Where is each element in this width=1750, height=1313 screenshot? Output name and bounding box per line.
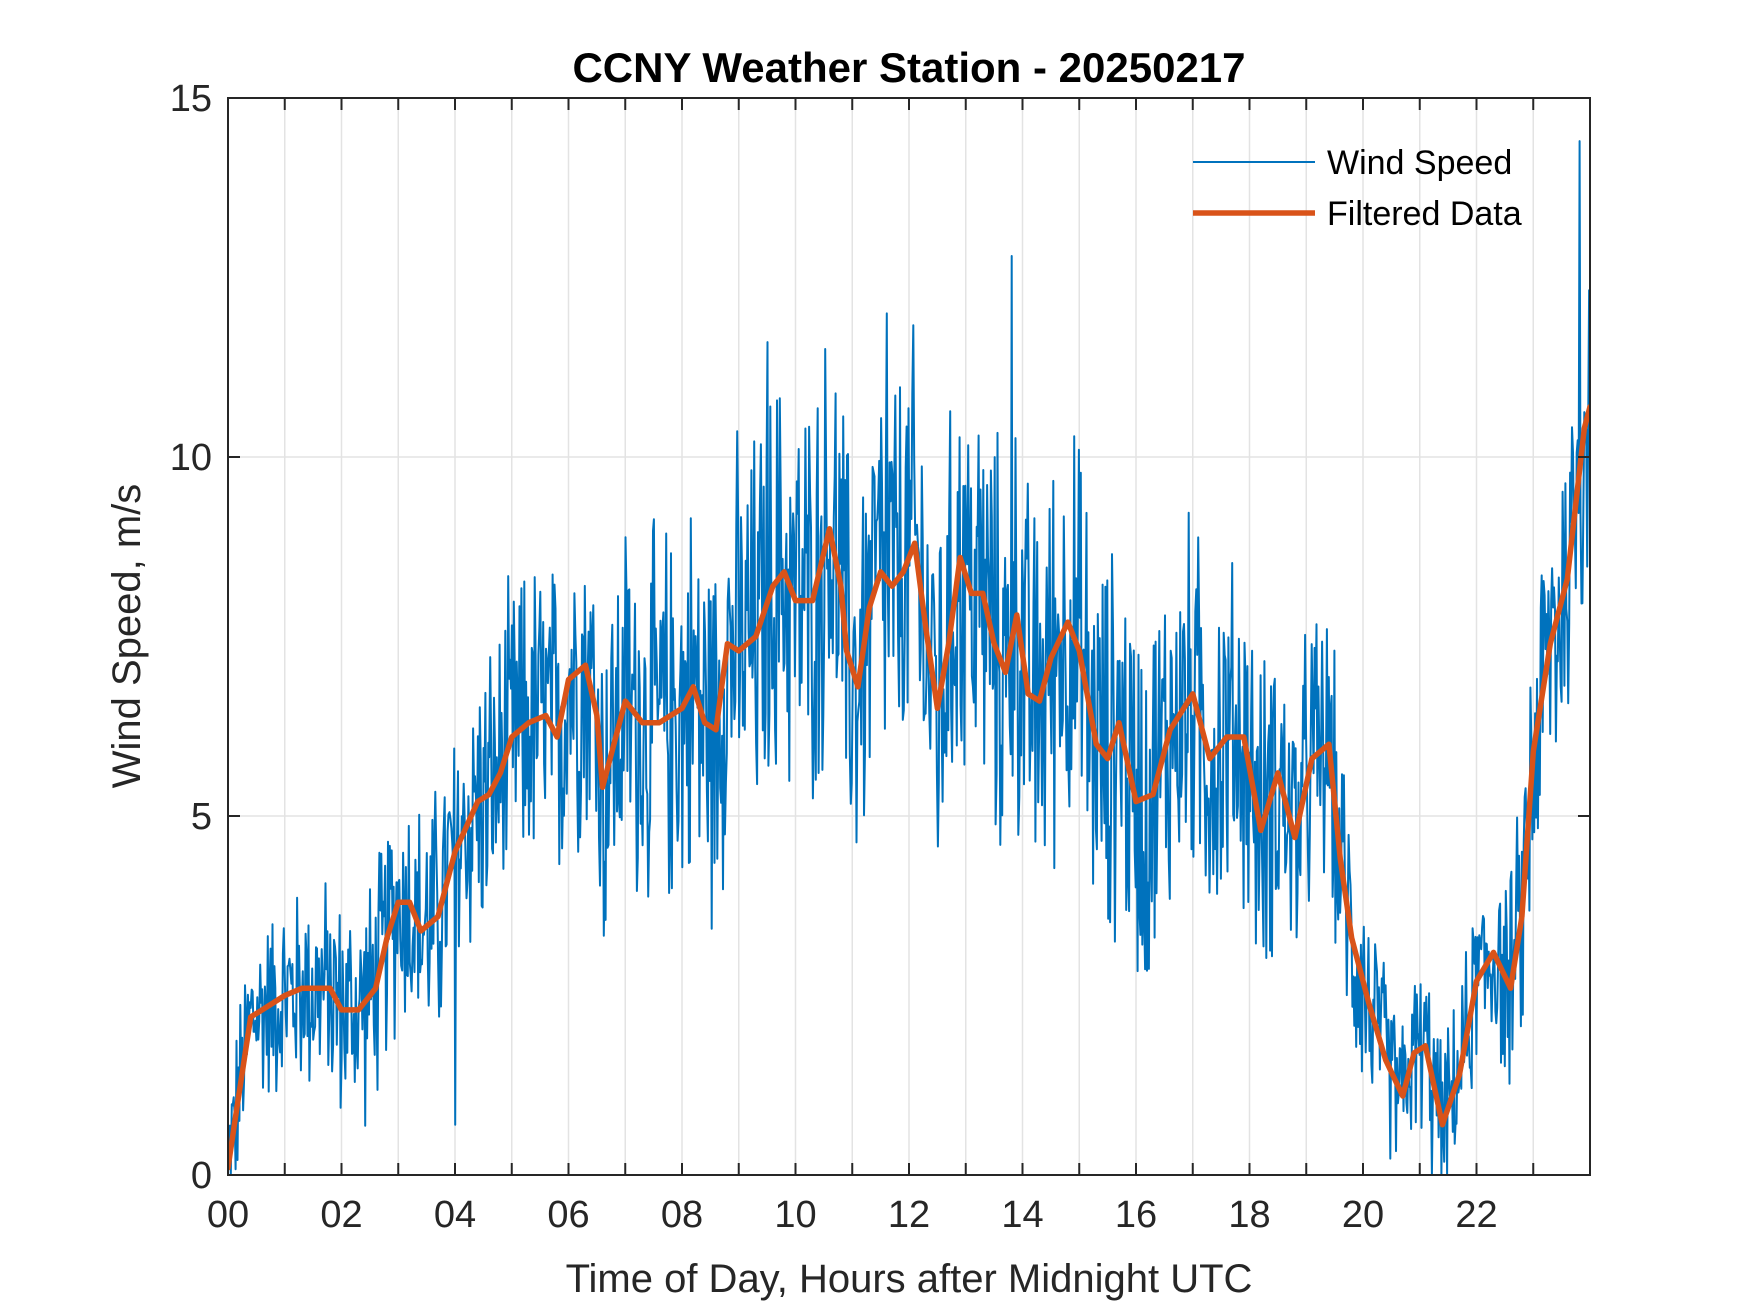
x-tick-label: 18 — [1228, 1194, 1270, 1236]
series-line-wind-speed — [228, 140, 1590, 1175]
x-tick-label: 08 — [661, 1194, 703, 1236]
legend-label-filtered-data: Filtered Data — [1327, 195, 1522, 233]
x-tick-label: 00 — [207, 1194, 249, 1236]
x-tick-label: 04 — [434, 1194, 476, 1236]
x-tick-label: 12 — [888, 1194, 930, 1236]
x-tick-label: 02 — [320, 1194, 362, 1236]
y-axis-label: Wind Speed, m/s — [105, 484, 149, 789]
y-tick-label: 15 — [170, 78, 212, 120]
x-tick-label: 22 — [1455, 1194, 1497, 1236]
series-line-filtered-data — [228, 403, 1590, 1171]
legend-label-wind-speed: Wind Speed — [1327, 144, 1512, 182]
x-tick-label: 14 — [1001, 1194, 1043, 1236]
x-axis-label: Time of Day, Hours after Midnight UTC — [566, 1257, 1253, 1301]
chart-title: CCNY Weather Station - 20250217 — [572, 44, 1245, 91]
x-tick-label: 06 — [547, 1194, 589, 1236]
x-tick-label: 20 — [1342, 1194, 1384, 1236]
x-tick-label: 10 — [774, 1194, 816, 1236]
plot-area — [228, 140, 1590, 1175]
x-axis-ticks: 00 02 04 06 08 10 12 14 16 18 20 22 — [207, 98, 1535, 1236]
y-tick-label: 10 — [170, 437, 212, 479]
legend: Wind Speed Filtered Data — [1193, 144, 1522, 233]
y-tick-label: 0 — [191, 1155, 212, 1197]
y-tick-label: 5 — [191, 796, 212, 838]
x-tick-label: 16 — [1115, 1194, 1157, 1236]
y-axis-ticks: 0 5 10 15 — [170, 78, 1590, 1197]
